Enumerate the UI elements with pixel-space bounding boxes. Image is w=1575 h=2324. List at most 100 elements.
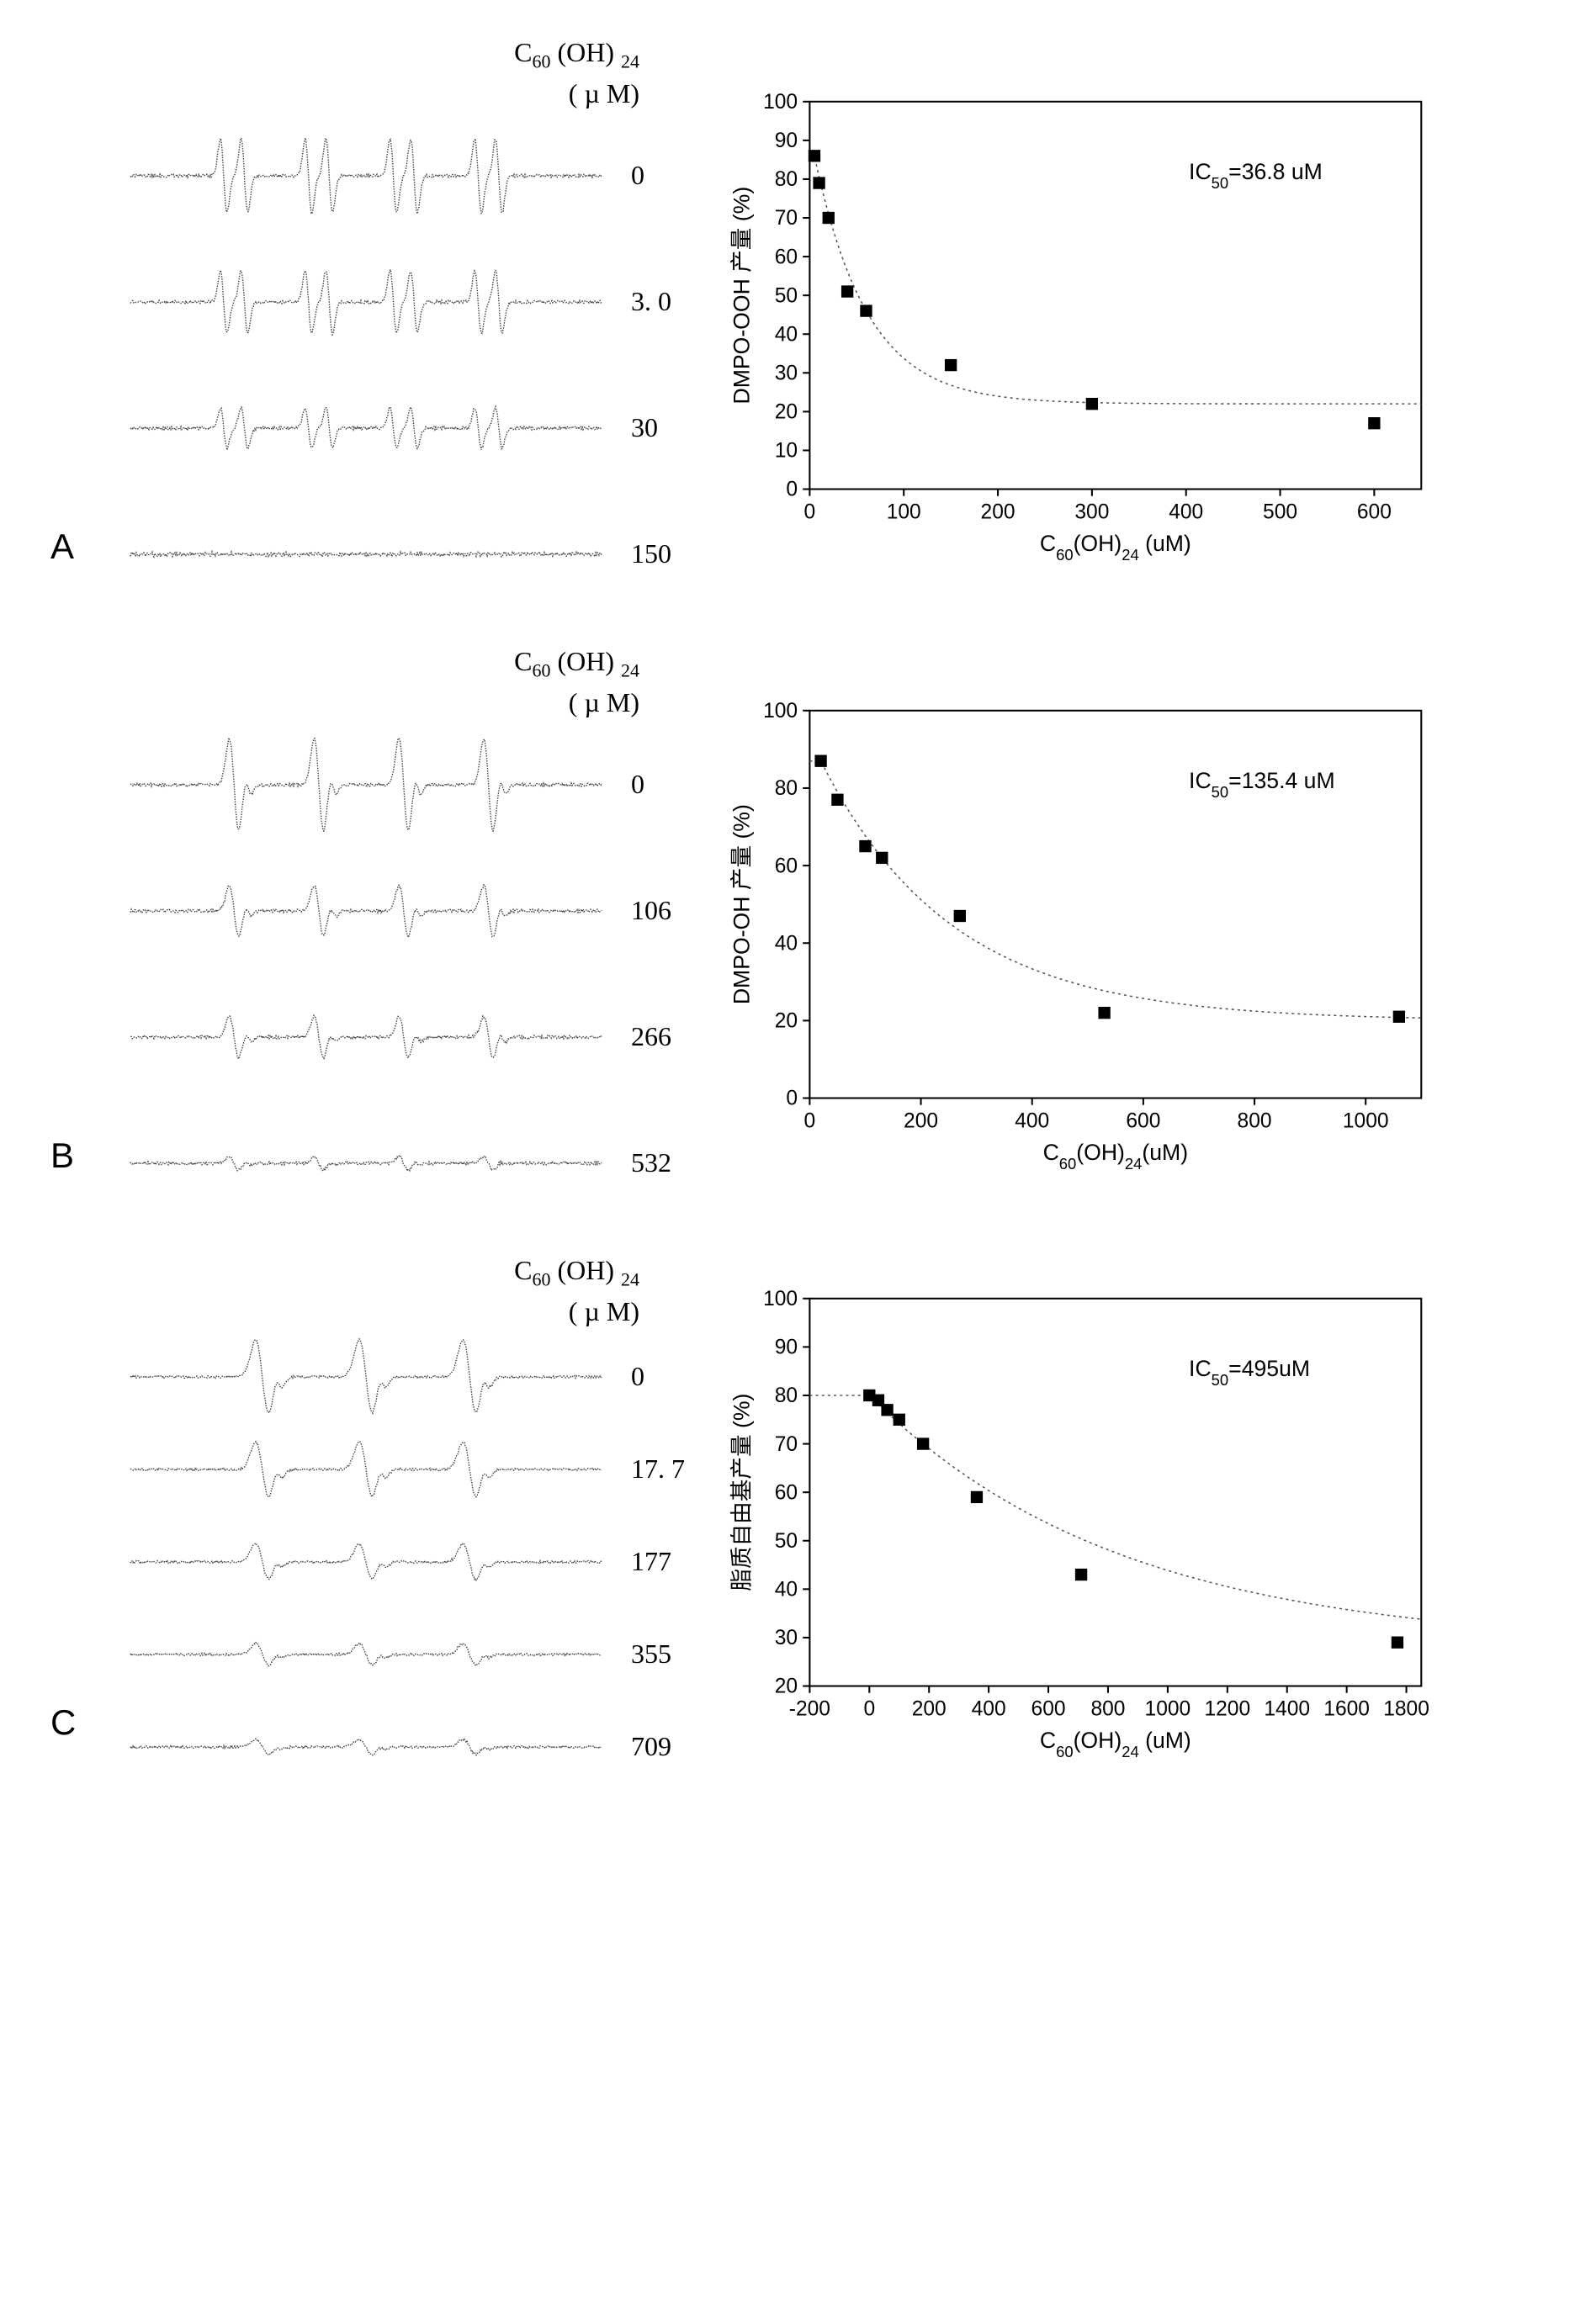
esr-spectrum — [118, 239, 614, 365]
svg-text:200: 200 — [904, 1109, 938, 1132]
spectrum-row: 0 — [118, 722, 690, 848]
svg-text:30: 30 — [775, 362, 798, 384]
svg-text:C60(OH)24 (uM): C60(OH)24 (uM) — [1040, 531, 1191, 564]
svg-text:90: 90 — [775, 1337, 798, 1359]
svg-text:1600: 1600 — [1323, 1697, 1370, 1720]
svg-text:60: 60 — [775, 246, 798, 268]
svg-text:60: 60 — [775, 1481, 798, 1504]
svg-text:100: 100 — [763, 1288, 798, 1310]
concentration-label: 355 — [614, 1638, 690, 1670]
spectrum-row: 532 — [118, 1100, 690, 1226]
svg-text:800: 800 — [1238, 1109, 1272, 1132]
svg-text:70: 70 — [775, 207, 798, 230]
concentration-label: 709 — [614, 1731, 690, 1762]
esr-spectrum — [118, 113, 614, 239]
svg-text:600: 600 — [1126, 1109, 1160, 1132]
svg-text:500: 500 — [1263, 500, 1297, 523]
svg-text:0: 0 — [804, 500, 816, 523]
svg-text:C60(OH)24(uM): C60(OH)24(uM) — [1043, 1140, 1189, 1173]
concentration-label: 0 — [614, 1361, 690, 1392]
spectrum-row: 106 — [118, 848, 690, 974]
svg-text:80: 80 — [775, 168, 798, 191]
svg-text:脂质自由基产量 (%): 脂质自由基产量 (%) — [729, 1394, 755, 1591]
spectrum-row: 0 — [118, 113, 690, 239]
svg-text:40: 40 — [775, 323, 798, 346]
svg-text:0: 0 — [863, 1697, 875, 1720]
dose-response-chart: 0100200300400500600010203040506070809010… — [724, 82, 1447, 569]
svg-text:60: 60 — [775, 855, 798, 877]
spectrum-row: 266 — [118, 974, 690, 1100]
svg-text:80: 80 — [775, 1384, 798, 1407]
svg-text:1800: 1800 — [1383, 1697, 1429, 1720]
esr-spectrum — [118, 491, 614, 617]
svg-text:20: 20 — [775, 401, 798, 424]
svg-text:1400: 1400 — [1264, 1697, 1310, 1720]
concentration-label: 17. 7 — [614, 1453, 690, 1485]
svg-text:90: 90 — [775, 130, 798, 152]
spectrum-row: 177 — [118, 1516, 690, 1608]
panel-b: BC60 (OH) 24( µ M)0106266532020040060080… — [50, 643, 1525, 1226]
ic50-annotation: IC50=36.8 uM — [1189, 159, 1323, 191]
concentration-label: 150 — [614, 538, 690, 569]
svg-text:100: 100 — [763, 91, 798, 114]
esr-spectrum — [118, 1331, 614, 1423]
esr-spectrum — [118, 1608, 614, 1701]
svg-text:100: 100 — [763, 700, 798, 723]
concentration-label: 0 — [614, 160, 690, 191]
ic50-annotation: IC50=495uM — [1189, 1356, 1310, 1389]
svg-text:50: 50 — [775, 1530, 798, 1553]
spectrum-row: 150 — [118, 491, 690, 617]
spectrum-row: 709 — [118, 1701, 690, 1793]
concentration-label: 177 — [614, 1546, 690, 1577]
concentration-label: 266 — [614, 1021, 690, 1052]
spectrum-row: 17. 7 — [118, 1423, 690, 1516]
svg-text:600: 600 — [1357, 500, 1392, 523]
svg-text:30: 30 — [775, 1627, 798, 1649]
esr-spectra-panel: C60 (OH) 24( µ M)017. 7177355709 — [118, 1252, 690, 1793]
svg-text:0: 0 — [804, 1109, 816, 1132]
svg-text:800: 800 — [1090, 1697, 1125, 1720]
esr-spectra-panel: C60 (OH) 24( µ M)03. 030150 — [118, 34, 690, 617]
scatter-chart: 02004006008001000020406080100IC50=135.4 … — [724, 691, 1447, 1178]
svg-text:-200: -200 — [789, 1697, 830, 1720]
panel-a: AC60 (OH) 24( µ M)03. 030150010020030040… — [50, 34, 1525, 617]
ic50-annotation: IC50=135.4 uM — [1189, 768, 1335, 801]
esr-spectrum — [118, 974, 614, 1100]
svg-text:0: 0 — [786, 1088, 798, 1110]
concentration-label: 30 — [614, 412, 690, 443]
svg-text:C60(OH)24 (uM): C60(OH)24 (uM) — [1040, 1728, 1191, 1760]
spectrum-row: 30 — [118, 365, 690, 491]
esr-spectrum — [118, 848, 614, 974]
spectrum-row: 0 — [118, 1331, 690, 1423]
svg-text:20: 20 — [775, 1676, 798, 1698]
svg-text:400: 400 — [972, 1697, 1006, 1720]
esr-spectrum — [118, 1423, 614, 1516]
svg-text:DMPO-OOH 产量 (%): DMPO-OOH 产量 (%) — [729, 187, 755, 405]
svg-text:1000: 1000 — [1145, 1697, 1191, 1720]
dose-response-chart: 02004006008001000020406080100IC50=135.4 … — [724, 691, 1447, 1178]
svg-text:600: 600 — [1031, 1697, 1066, 1720]
svg-text:70: 70 — [775, 1433, 798, 1456]
concentration-label: 3. 0 — [614, 286, 690, 317]
svg-text:400: 400 — [1015, 1109, 1049, 1132]
svg-text:0: 0 — [786, 479, 798, 501]
esr-spectrum — [118, 365, 614, 491]
scatter-chart: 0100200300400500600010203040506070809010… — [724, 82, 1447, 569]
dose-response-chart: -200020040060080010001200140016001800203… — [724, 1278, 1447, 1766]
svg-text:10: 10 — [775, 440, 798, 463]
spectrum-row: 3. 0 — [118, 239, 690, 365]
spectrum-row: 355 — [118, 1608, 690, 1701]
concentration-label: 532 — [614, 1147, 690, 1178]
svg-text:50: 50 — [775, 284, 798, 307]
concentration-label: 0 — [614, 769, 690, 800]
esr-header: C60 (OH) 24( µ M) — [118, 643, 690, 722]
svg-text:1200: 1200 — [1204, 1697, 1250, 1720]
svg-text:400: 400 — [1169, 500, 1203, 523]
panel-label: B — [50, 1136, 84, 1176]
svg-text:20: 20 — [775, 1010, 798, 1033]
svg-text:200: 200 — [981, 500, 1016, 523]
esr-spectrum — [118, 1701, 614, 1793]
svg-text:40: 40 — [775, 1578, 798, 1601]
panel-label: A — [50, 527, 84, 567]
esr-spectrum — [118, 722, 614, 848]
